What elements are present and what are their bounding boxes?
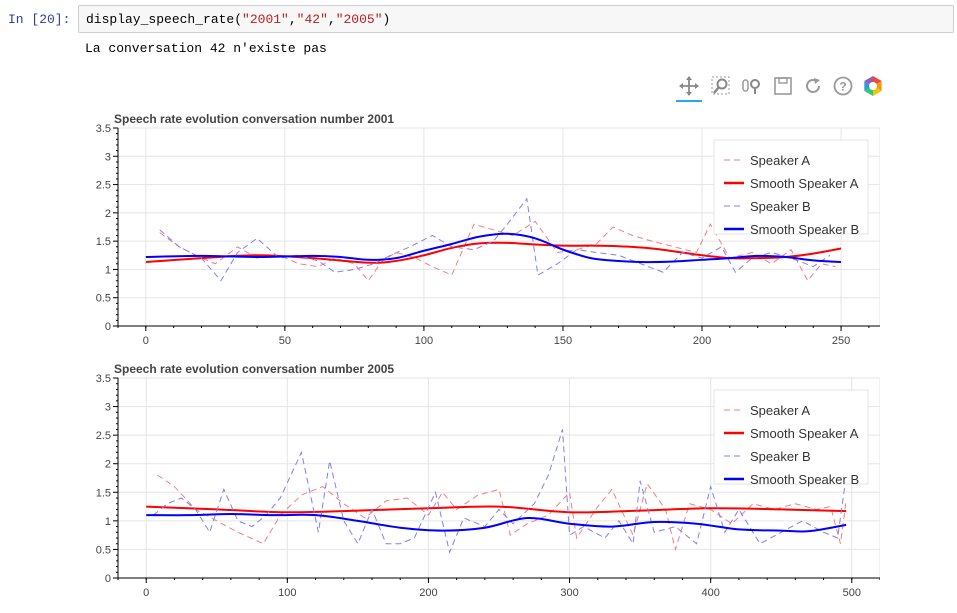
x-tick-label: 100 [415, 335, 433, 347]
series-group [146, 429, 847, 554]
series-line-smooth-speaker-a [145, 241, 842, 264]
y-tick-label: 2.5 [96, 430, 111, 442]
y-tick-label: 3.5 [96, 123, 111, 135]
save-icon [774, 77, 792, 95]
code-comma: , [288, 12, 297, 27]
series-line-smooth-speaker-b [145, 232, 842, 264]
series-line-speaker-a [157, 474, 847, 552]
series-line-smooth-speaker-b [146, 512, 847, 533]
speech-rate-chart-2005[interactable]: Speech rate evolution conversation numbe… [80, 356, 881, 608]
box-zoom-tool[interactable] [708, 72, 734, 100]
y-tick-label: 0 [105, 321, 111, 333]
legend-label: Smooth Speaker A [750, 426, 859, 441]
legend-label: Speaker A [750, 403, 810, 418]
legend-label: Speaker A [750, 153, 810, 168]
speech-rate-chart-2001[interactable]: Speech rate evolution conversation numbe… [80, 106, 881, 356]
code-paren-close: ) [382, 12, 391, 27]
cell-output-text: La conversation 42 n'existe pas [85, 41, 327, 56]
y-tick-label: 0.5 [96, 544, 111, 556]
legend-label: Speaker B [750, 449, 811, 464]
y-tick-label: 3 [105, 151, 111, 163]
legend-box [713, 139, 869, 235]
bokeh-toolbar: ? [676, 72, 888, 102]
code-arg-2: "42" [296, 12, 328, 27]
x-tick-label: 500 [843, 587, 861, 599]
y-tick-label: 1 [105, 264, 111, 276]
series-line-smooth-speaker-a [146, 505, 847, 514]
code-cell-input[interactable]: display_speech_rate("2001","42","2005") [78, 5, 954, 33]
y-tick-label: 1.5 [96, 487, 111, 499]
code-arg-3: "2005" [335, 12, 383, 27]
wheel-zoom-icon [742, 79, 760, 94]
chart-title: Speech rate evolution conversation numbe… [114, 362, 394, 376]
wheel-zoom-tool[interactable] [740, 72, 766, 100]
legend-label: Smooth Speaker A [750, 176, 859, 191]
x-tick-label: 0 [143, 587, 149, 599]
help-tool[interactable]: ? [830, 72, 856, 100]
code-comma: , [327, 12, 336, 27]
legend-label: Smooth Speaker B [750, 222, 859, 237]
y-tick-label: 1 [105, 516, 111, 528]
save-tool[interactable] [770, 72, 796, 100]
x-tick-label: 300 [560, 587, 578, 599]
y-tick-label: 2 [105, 459, 111, 471]
legend-label: Smooth Speaker B [750, 472, 859, 487]
reset-icon [806, 78, 820, 93]
code-arg-1: "2001" [242, 12, 289, 27]
y-tick-label: 0 [105, 573, 111, 585]
x-tick-label: 0 [143, 335, 149, 347]
y-tick-label: 0.5 [96, 293, 111, 305]
y-tick-label: 3.5 [96, 373, 111, 385]
reset-tool[interactable] [800, 72, 826, 100]
svg-text:?: ? [839, 80, 846, 94]
legend-box [713, 389, 869, 485]
box-zoom-icon [711, 76, 730, 95]
x-tick-label: 150 [554, 335, 572, 347]
legend-label: Speaker B [750, 199, 811, 214]
help-icon: ? [833, 76, 853, 96]
chart-2005-svg: Speech rate evolution conversation numbe… [96, 362, 881, 599]
series-line-speaker-b [152, 429, 846, 554]
y-tick-label: 2 [105, 208, 111, 220]
bokeh-logo-icon [864, 76, 882, 96]
pan-icon [679, 76, 699, 96]
code-function-name: display_speech_rate [86, 12, 235, 27]
bokeh-logo[interactable] [860, 72, 886, 100]
x-tick-label: 50 [279, 335, 291, 347]
x-tick-label: 250 [832, 335, 850, 347]
x-tick-label: 200 [419, 587, 437, 599]
x-tick-label: 400 [701, 587, 719, 599]
cell-prompt: In [20]: [8, 12, 71, 27]
y-tick-label: 2.5 [96, 180, 111, 192]
x-tick-label: 200 [693, 335, 711, 347]
chart-2001-svg: Speech rate evolution conversation numbe… [96, 112, 881, 347]
series-group [145, 197, 842, 282]
pan-tool[interactable] [676, 72, 702, 102]
code-line: display_speech_rate("2001","42","2005") [86, 12, 390, 27]
y-tick-label: 3 [105, 402, 111, 414]
chart-title: Speech rate evolution conversation numbe… [114, 112, 394, 126]
y-tick-label: 1.5 [96, 236, 111, 248]
x-tick-label: 100 [278, 587, 296, 599]
series-line-speaker-b [159, 197, 831, 282]
code-paren-open: ( [234, 12, 243, 27]
